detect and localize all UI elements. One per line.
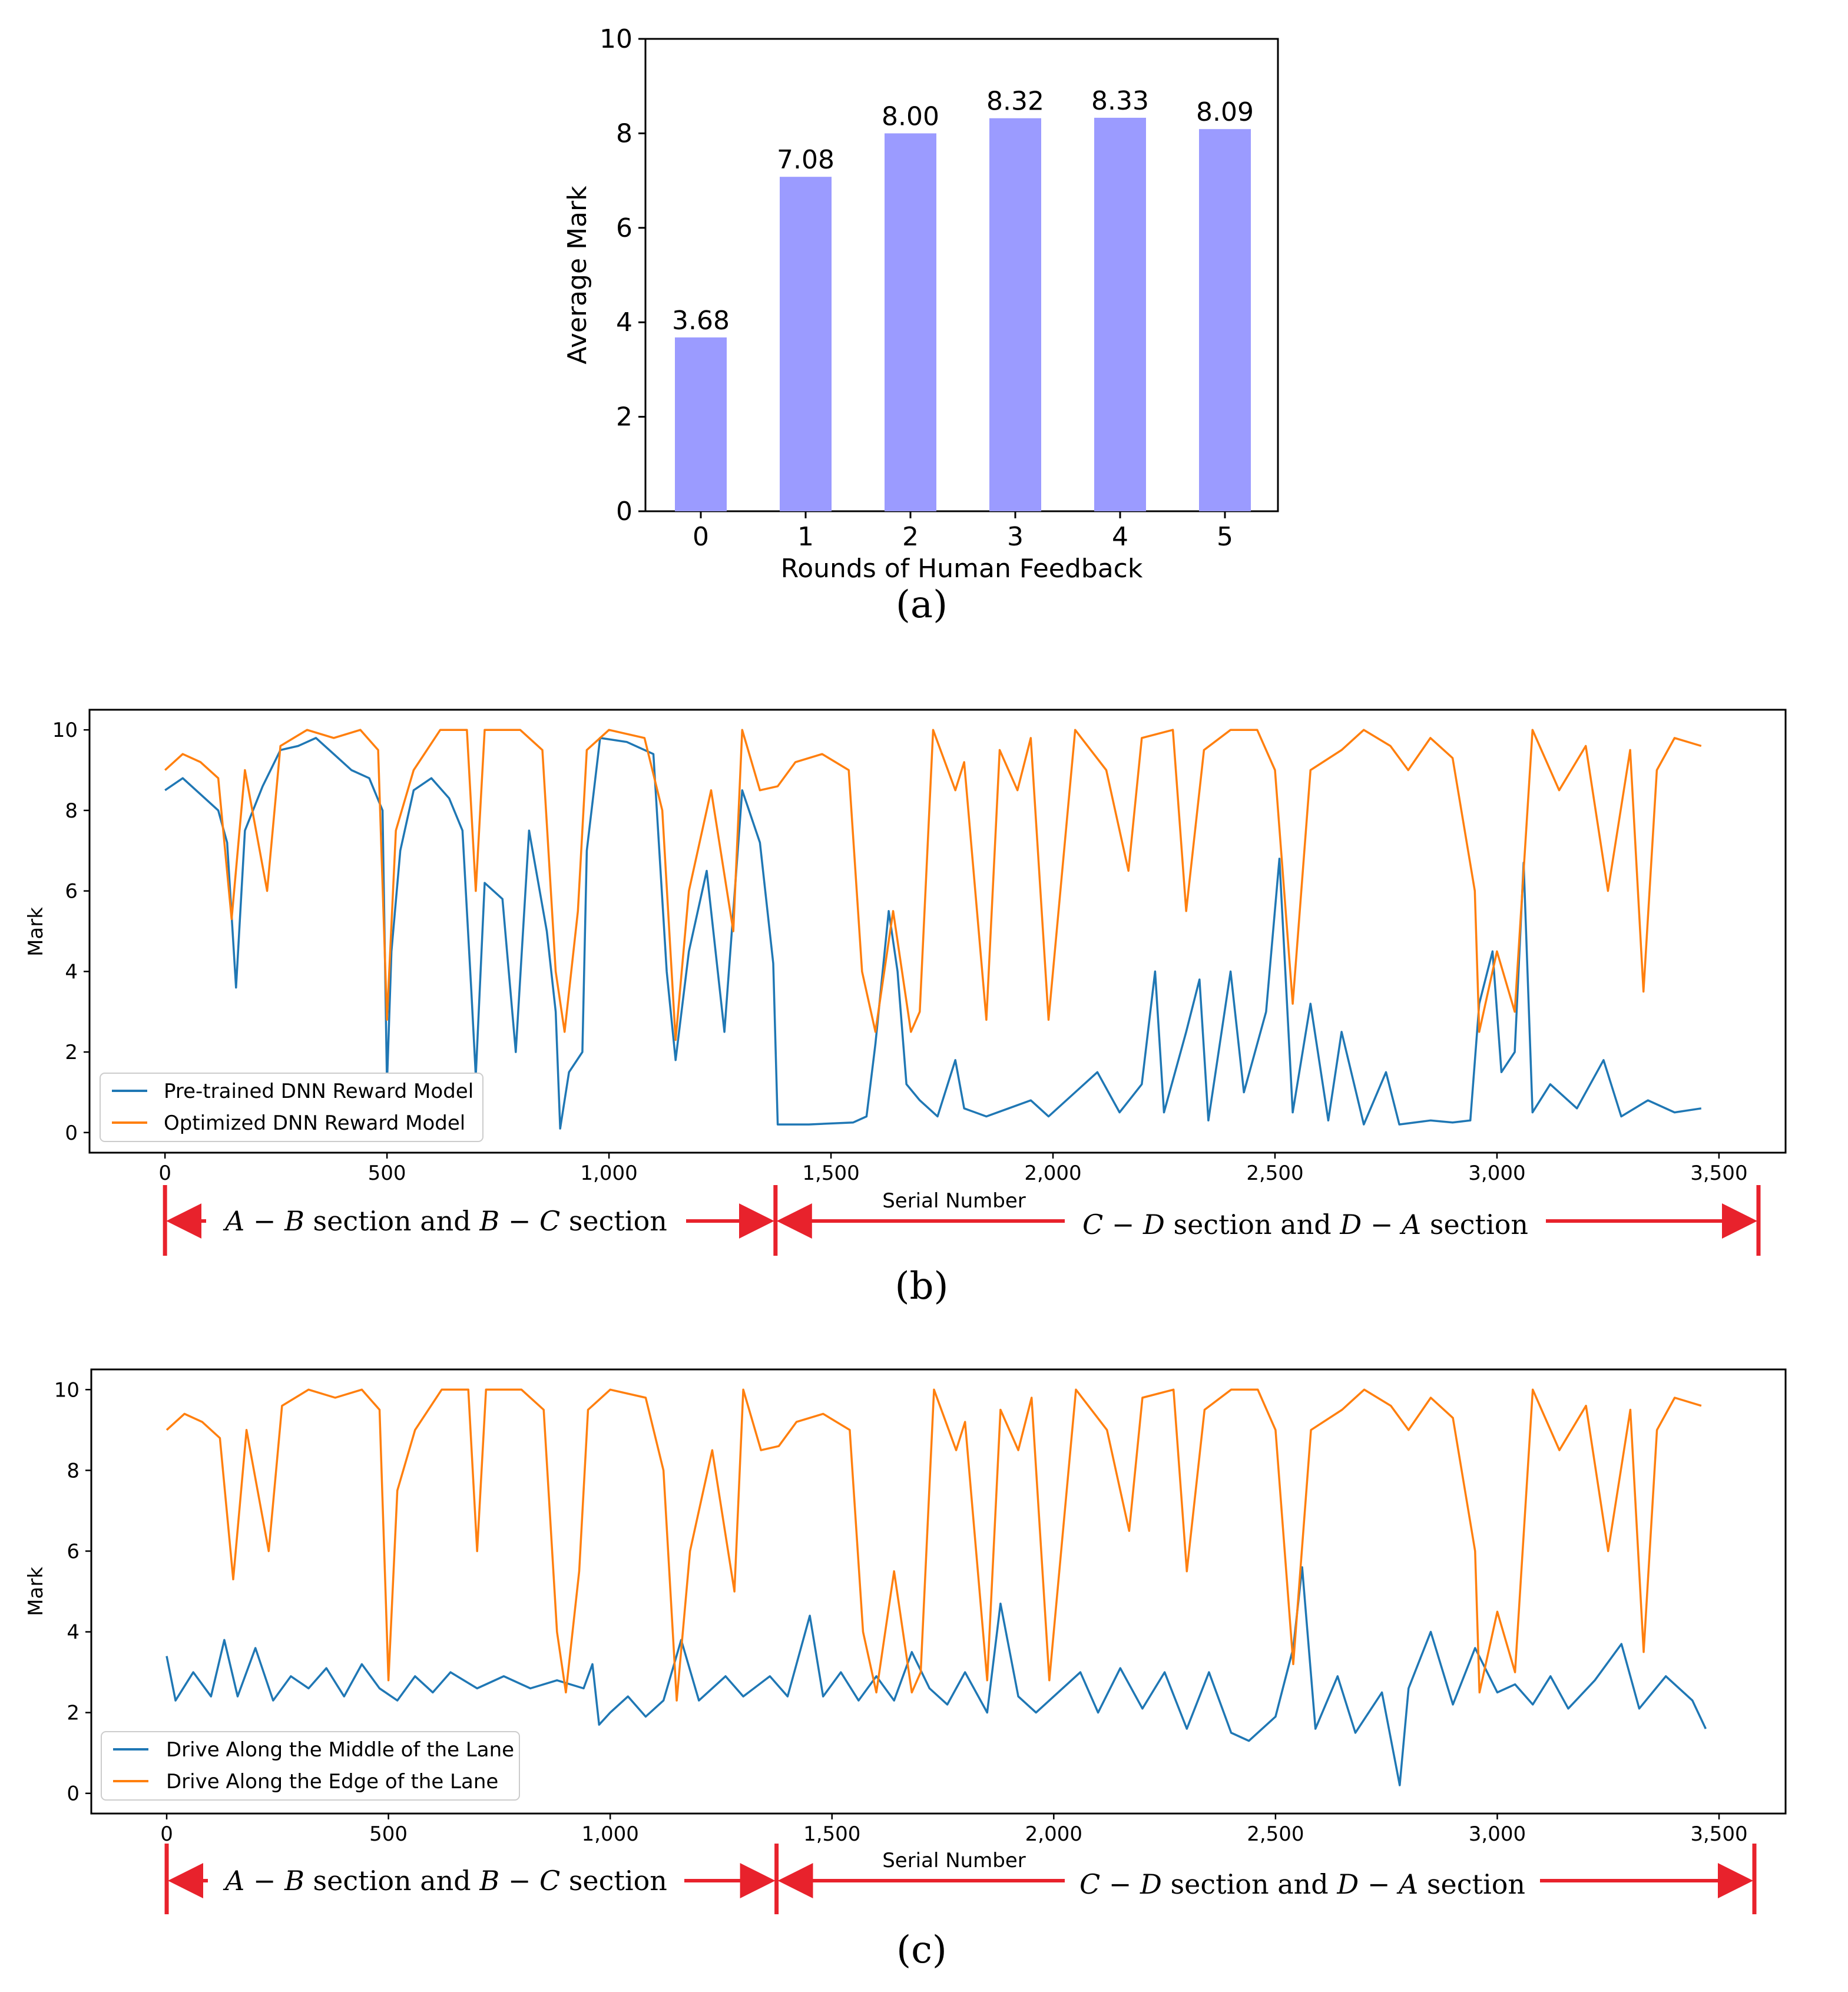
y-tick-label: 6 xyxy=(65,880,78,904)
x-axis-label: Serial Number xyxy=(882,1189,1026,1213)
value-label: 8.09 xyxy=(1196,97,1254,127)
line-chart-panel-b: 0 2 4 6 8 10 0 500 1,000 1,500 2,000 2,500 3,000 3,5… xyxy=(24,709,1787,1308)
series-line-blue xyxy=(164,737,1702,1130)
value-labels: 3.68 7.08 8.00 8.32 8.33 8.09 xyxy=(672,86,1254,336)
bar-4 xyxy=(1094,117,1146,511)
x-tick-label: 3,500 xyxy=(1690,1162,1747,1185)
y-tick-label: 10 xyxy=(600,24,632,54)
y-axis-label: Average Mark xyxy=(562,186,592,365)
y-tick-label: 8 xyxy=(65,799,78,823)
value-label: 7.08 xyxy=(777,145,834,175)
y-tick-label: 8 xyxy=(67,1459,80,1483)
x-tick-label: 500 xyxy=(368,1162,406,1185)
value-label: 8.00 xyxy=(882,101,939,131)
caption-b: (b) xyxy=(895,1265,949,1308)
value-label: 3.68 xyxy=(672,306,730,336)
section-label: C − D section and D − A section xyxy=(1082,1209,1528,1240)
x-tick-label: 500 xyxy=(369,1822,408,1846)
x-tick-label: 4 xyxy=(1112,522,1128,552)
x-tick-label: 3,000 xyxy=(1469,1822,1526,1846)
y-tick-label: 10 xyxy=(52,719,78,742)
bar-3 xyxy=(989,118,1041,512)
bar-2 xyxy=(885,133,936,511)
x-axis: 0 500 1,000 1,500 2,000 2,500 3,000 3,500 xyxy=(160,1814,1748,1846)
x-tick-label: 3,500 xyxy=(1690,1822,1747,1846)
x-tick-label: 1,500 xyxy=(802,1162,859,1185)
x-tick-label: 0 xyxy=(160,1822,173,1846)
y-tick-label: 4 xyxy=(616,307,632,337)
y-tick-label: 8 xyxy=(616,118,632,148)
bars xyxy=(675,117,1251,512)
y-tick-label: 2 xyxy=(616,402,632,432)
x-tick-label: 5 xyxy=(1217,522,1233,552)
line-chart-panel-c: 0 2 4 6 8 10 0 500 1,000 1,500 2,000 2,500 3,000 3,5… xyxy=(24,1368,1787,1972)
x-tick-label: 0 xyxy=(693,522,709,552)
x-tick-label: 1 xyxy=(797,522,814,552)
legend-label-middle: Drive Along the Middle of the Lane xyxy=(166,1738,514,1762)
section-label: A − B section and B − C section xyxy=(223,1205,667,1237)
y-tick-label: 0 xyxy=(65,1121,78,1145)
value-label: 8.33 xyxy=(1091,86,1149,116)
x-tick-label: 0 xyxy=(158,1162,171,1185)
section-annotation: A − B section and B − C section C − D sec… xyxy=(164,1844,1757,1914)
legend-box xyxy=(100,1073,483,1142)
x-axis: 0 500 1,000 1,500 2,000 2,500 3,000 3,500 xyxy=(158,1153,1748,1185)
x-tick-label: 2,000 xyxy=(1024,1162,1081,1185)
plot-frame xyxy=(644,38,1279,512)
series-lines xyxy=(165,1388,1707,1786)
x-axis-label: Serial Number xyxy=(882,1849,1026,1872)
x-tick-label: 1,500 xyxy=(803,1822,860,1846)
caption-a: (a) xyxy=(896,583,948,627)
value-label: 8.32 xyxy=(986,87,1044,117)
x-tick-label: 2,500 xyxy=(1247,1822,1304,1846)
x-tick-label: 2,000 xyxy=(1025,1822,1082,1846)
series-lines xyxy=(164,729,1702,1130)
y-tick-label: 6 xyxy=(67,1540,80,1563)
y-axis-label: Mark xyxy=(24,907,48,957)
section-label: C − D section and D − A section xyxy=(1079,1868,1525,1900)
legend-label-pretrained: Pre-trained DNN Reward Model xyxy=(164,1080,473,1103)
y-axis: 0 2 4 6 8 10 xyxy=(52,719,90,1145)
y-tick-label: 0 xyxy=(616,497,632,527)
bar-0 xyxy=(675,337,727,511)
bar-1 xyxy=(780,177,832,512)
y-axis-label: Mark xyxy=(24,1567,48,1616)
y-tick-label: 4 xyxy=(67,1621,80,1644)
x-tick-label: 2 xyxy=(902,522,919,552)
series-line-orange xyxy=(165,1388,1702,1702)
y-axis: 0 2 4 6 8 10 xyxy=(54,1378,91,1806)
bar-5 xyxy=(1199,129,1251,511)
series-line-orange xyxy=(164,729,1702,1041)
legend: Drive Along the Middle of the Lane Drive… xyxy=(101,1731,520,1801)
legend: Pre-trained DNN Reward Model Optimized D… xyxy=(100,1073,483,1142)
section-annotation: A − B section and B − C section C − D sec… xyxy=(163,1185,1761,1256)
caption-c: (c) xyxy=(896,1928,947,1972)
y-tick-label: 6 xyxy=(616,213,632,243)
x-tick-label: 1,000 xyxy=(582,1822,639,1846)
y-tick-label: 0 xyxy=(67,1782,80,1806)
x-tick-label: 2,500 xyxy=(1246,1162,1303,1185)
y-tick-label: 4 xyxy=(65,960,78,984)
series-line-blue xyxy=(165,1566,1707,1786)
x-axis: 0 1 2 3 4 5 xyxy=(693,511,1233,552)
y-tick-label: 2 xyxy=(67,1702,80,1725)
y-axis: 0 2 4 6 8 10 xyxy=(600,24,645,527)
x-tick-label: 3 xyxy=(1007,522,1024,552)
legend-label-optimized: Optimized DNN Reward Model xyxy=(164,1111,465,1135)
x-axis-label: Rounds of Human Feedback xyxy=(781,554,1143,584)
y-tick-label: 2 xyxy=(65,1041,78,1064)
legend-label-edge: Drive Along the Edge of the Lane xyxy=(166,1770,498,1794)
x-tick-label: 1,000 xyxy=(580,1162,637,1185)
y-tick-label: 10 xyxy=(54,1378,80,1402)
x-tick-label: 3,000 xyxy=(1468,1162,1525,1185)
section-label: A − B section and B − C section xyxy=(223,1865,667,1897)
legend-box xyxy=(101,1731,520,1801)
